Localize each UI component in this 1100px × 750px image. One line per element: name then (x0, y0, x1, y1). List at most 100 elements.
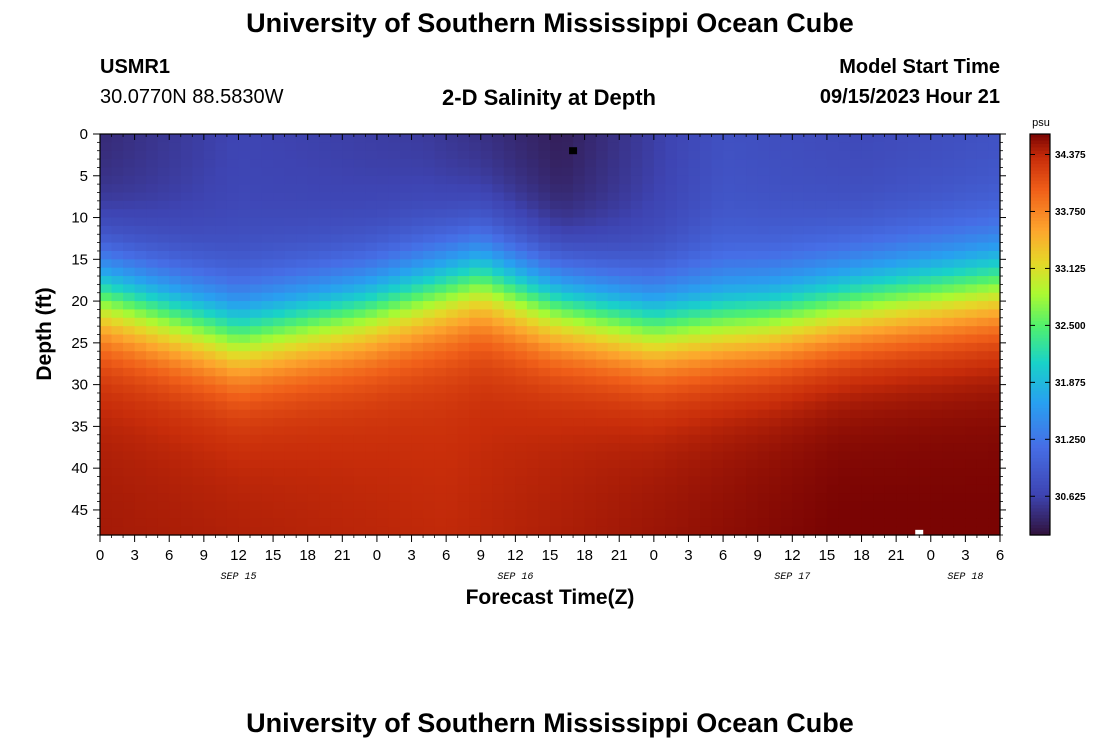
heatmap-cell (180, 401, 193, 411)
heatmap-cell (584, 401, 597, 411)
heatmap-cell (376, 418, 390, 427)
heatmap-cell (469, 301, 482, 311)
colorbar-segment (1030, 180, 1050, 185)
heatmap-cell (192, 401, 205, 411)
heatmap-cell (942, 167, 955, 177)
heatmap-cell (307, 267, 320, 277)
heatmap-cell (965, 334, 978, 344)
heatmap-cell (561, 225, 574, 235)
heatmap-cell (988, 301, 1001, 311)
heatmap-cell (284, 309, 297, 319)
heatmap-cell (757, 426, 770, 436)
heatmap-cell (642, 234, 655, 244)
heatmap-cell (492, 259, 505, 269)
heatmap-cell (700, 209, 713, 219)
heatmap-cell (861, 167, 874, 177)
heatmap-cell (884, 292, 897, 302)
heatmap-cell (803, 468, 816, 478)
heatmap-cell (607, 242, 620, 252)
heatmap-cell (642, 209, 655, 219)
heatmap-cell (250, 443, 263, 453)
heatmap-cell (319, 317, 332, 327)
heatmap-cell (365, 192, 378, 202)
heatmap-cell (838, 451, 851, 461)
heatmap-cell (746, 342, 759, 352)
heatmap-cell (146, 468, 159, 478)
heatmap-cell (215, 342, 228, 352)
heatmap-cell (226, 292, 240, 302)
heatmap-cell (919, 284, 932, 294)
heatmap-cell (526, 367, 540, 377)
heatmap-cell (376, 484, 390, 494)
heatmap-cell (630, 384, 643, 394)
heatmap-cell (319, 250, 332, 260)
heatmap-cell (538, 192, 551, 202)
colorbar-segment (1030, 428, 1050, 433)
heatmap-cell (226, 484, 240, 494)
heatmap-cell (238, 159, 251, 169)
heatmap-cell (965, 384, 978, 394)
heatmap-cell (526, 351, 540, 361)
heatmap-cell (296, 267, 309, 277)
heatmap-cell (850, 142, 863, 152)
heatmap-cell (550, 418, 563, 427)
heatmap-cell (711, 175, 724, 185)
heatmap-cell (446, 292, 459, 302)
heatmap-cell (873, 476, 886, 486)
heatmap-cell (203, 468, 216, 478)
heatmap-cell (503, 167, 516, 177)
heatmap-cell (319, 225, 332, 235)
heatmap-cell (723, 250, 736, 260)
heatmap-cell (400, 301, 413, 311)
heatmap-cell (411, 284, 424, 294)
heatmap-cell (757, 468, 770, 478)
heatmap-cell (676, 234, 690, 244)
heatmap-cell (746, 484, 759, 494)
heatmap-cell (503, 501, 516, 511)
heatmap-cell (250, 276, 263, 285)
heatmap-cell (296, 225, 309, 235)
heatmap-cell (700, 317, 713, 327)
heatmap-cell (734, 468, 747, 478)
heatmap-cell (365, 518, 378, 528)
heatmap-cell (550, 267, 563, 277)
heatmap-cell (642, 342, 655, 352)
heatmap-cell (192, 317, 205, 327)
heatmap-cell (988, 526, 1001, 536)
heatmap-cell (365, 234, 378, 244)
heatmap-cell (342, 476, 355, 486)
heatmap-cell (815, 276, 828, 285)
heatmap-cell (561, 259, 574, 269)
heatmap-cell (273, 434, 286, 444)
heatmap-cell (215, 301, 228, 311)
heatmap-cell (653, 276, 666, 285)
heatmap-cell (688, 493, 701, 503)
heatmap-cell (319, 234, 332, 244)
heatmap-cell (284, 167, 297, 177)
heatmap-cell (838, 276, 851, 285)
heatmap-cell (896, 359, 909, 369)
heatmap-cell (746, 443, 759, 453)
heatmap-cell (180, 484, 193, 494)
heatmap-cell (976, 301, 990, 311)
heatmap-cell (965, 376, 978, 386)
heatmap-cell (180, 225, 193, 235)
colorbar: 30.62531.25031.87532.50033.12533.75034.3… (1029, 133, 1086, 536)
heatmap-cell (273, 209, 286, 219)
colorbar-segment (1030, 257, 1050, 262)
heatmap-cell (919, 309, 932, 319)
heatmap-cell (780, 242, 793, 252)
heatmap-cell (642, 518, 655, 528)
heatmap-cell (388, 484, 401, 494)
heatmap-cell (769, 392, 782, 402)
heatmap-cell (111, 526, 124, 536)
heatmap-cell (792, 493, 805, 503)
heatmap-cell (238, 234, 251, 244)
colorbar-segment (1030, 511, 1050, 516)
heatmap-cell (307, 209, 320, 219)
heatmap-cell (192, 309, 205, 319)
heatmap-cell (180, 334, 193, 344)
heatmap-cell (850, 459, 863, 469)
x-tick-label: 3 (130, 547, 138, 564)
heatmap-cell (815, 217, 828, 227)
